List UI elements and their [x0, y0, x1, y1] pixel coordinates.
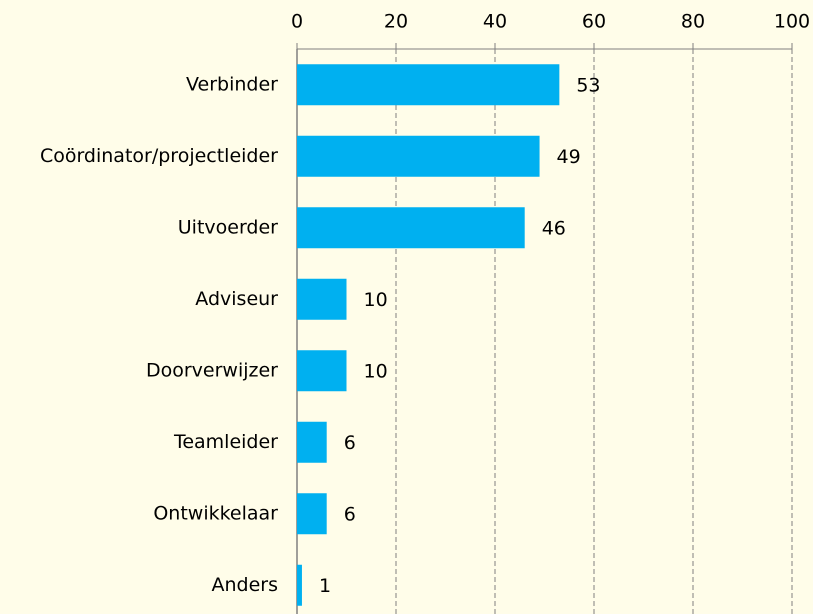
- data-label: 10: [364, 360, 388, 382]
- bar: [297, 207, 525, 249]
- x-tick-label: 0: [291, 11, 303, 33]
- x-tick-label: 20: [384, 11, 408, 33]
- bar: [297, 421, 327, 463]
- bar: [297, 64, 560, 106]
- y-tick-label: Doorverwijzer: [146, 359, 278, 381]
- data-label: 1: [319, 575, 331, 597]
- bar: [297, 564, 302, 606]
- data-label: 53: [576, 74, 600, 96]
- y-tick-label: Coördinator/projectleider: [40, 145, 278, 167]
- y-tick-label: Uitvoerder: [178, 216, 278, 238]
- data-label: 10: [364, 289, 388, 311]
- y-tick-label: Adviseur: [195, 288, 278, 310]
- x-tick-label: 60: [582, 11, 606, 33]
- bar: [297, 278, 347, 320]
- data-label: 6: [344, 503, 356, 525]
- x-tick-label: 80: [681, 11, 705, 33]
- x-tick-label: 40: [483, 11, 507, 33]
- x-tick-label: 100: [774, 11, 810, 33]
- data-label: 46: [542, 217, 566, 239]
- bar: [297, 493, 327, 535]
- y-tick-label: Teamleider: [173, 431, 278, 453]
- y-tick-label: Verbinder: [186, 73, 278, 95]
- data-label: 49: [557, 146, 581, 168]
- y-tick-label: Ontwikkelaar: [153, 502, 278, 524]
- bar: [297, 350, 347, 392]
- y-tick-label: Anders: [212, 574, 279, 596]
- bar: [297, 135, 540, 177]
- data-label: 6: [344, 432, 356, 454]
